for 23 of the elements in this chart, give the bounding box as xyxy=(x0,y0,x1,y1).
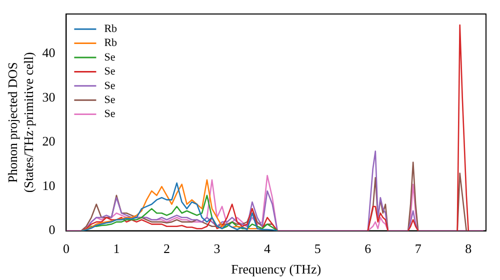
x-tick-label: 2 xyxy=(164,241,170,256)
y-tick-label: 20 xyxy=(42,134,56,149)
x-tick-label: 5 xyxy=(314,241,321,256)
x-tick-label: 6 xyxy=(364,241,372,256)
x-axis-title: Frequency (THz) xyxy=(231,262,322,277)
legend-label: Se xyxy=(104,51,116,64)
y-axis-title: Phonon projected DOS (States/THz·primitive cell) xyxy=(5,52,36,193)
legend-label: Rb xyxy=(104,37,118,50)
legend-label: Se xyxy=(104,80,116,92)
legend-label: Rb xyxy=(104,22,118,35)
legend-label: Se xyxy=(104,108,116,120)
x-tick-label: 1 xyxy=(113,241,120,256)
x-tick-label: 8 xyxy=(465,241,472,256)
legend-label: Se xyxy=(104,66,116,78)
y-tick-label: 30 xyxy=(42,89,56,104)
y-tick-label: 10 xyxy=(42,178,56,193)
x-tick-label: 4 xyxy=(264,241,272,256)
x-tick-label: 0 xyxy=(62,241,70,256)
x-tick-label: 3 xyxy=(214,241,220,256)
y-tick-label: 0 xyxy=(48,222,56,238)
legend-label: Se xyxy=(104,94,116,106)
y-tick-label: 40 xyxy=(42,45,56,60)
x-tick-label: 7 xyxy=(414,241,422,256)
